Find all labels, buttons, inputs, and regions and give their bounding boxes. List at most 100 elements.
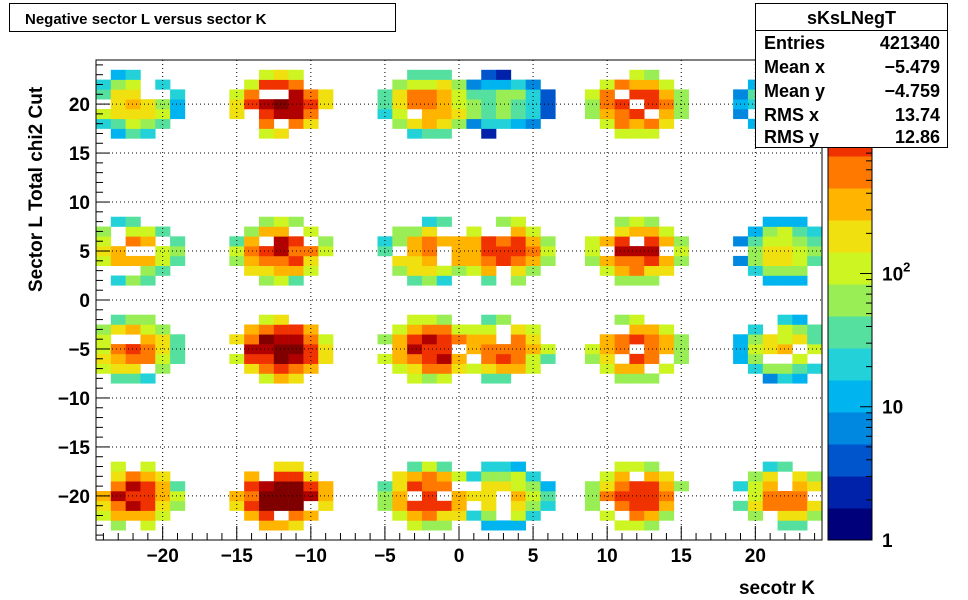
heatmap-cell bbox=[762, 363, 778, 374]
heatmap-cell bbox=[540, 236, 556, 247]
heatmap-cell bbox=[436, 128, 452, 139]
heatmap-cell bbox=[436, 324, 452, 335]
heatmap-cell bbox=[303, 246, 319, 257]
heatmap-cell bbox=[407, 363, 423, 374]
heatmap-cell bbox=[140, 500, 156, 511]
heatmap-cell bbox=[659, 89, 675, 100]
heatmap-cell bbox=[273, 373, 289, 384]
heatmap-cell bbox=[258, 108, 275, 120]
heatmap-cell bbox=[659, 481, 675, 492]
heatmap-cell bbox=[466, 344, 482, 355]
heatmap-cell bbox=[288, 471, 304, 482]
color-scale-segment bbox=[828, 284, 872, 317]
heatmap-cell bbox=[140, 314, 156, 325]
heatmap-cell bbox=[747, 236, 764, 247]
heatmap-cell bbox=[659, 491, 675, 502]
heatmap-cell bbox=[273, 491, 289, 502]
heatmap-cell bbox=[258, 216, 275, 227]
heatmap-cell bbox=[644, 216, 660, 227]
heatmap-cell bbox=[614, 275, 630, 286]
heatmap-cell bbox=[777, 246, 793, 257]
heatmap-cell bbox=[392, 344, 408, 355]
heatmap-cell bbox=[392, 500, 408, 511]
heatmap-cell bbox=[629, 314, 645, 325]
heatmap-cell bbox=[629, 461, 645, 472]
heatmap-cell bbox=[777, 500, 793, 511]
heatmap-cell bbox=[436, 108, 452, 120]
heatmap-cell bbox=[421, 246, 438, 257]
heatmap-cell bbox=[644, 79, 660, 90]
heatmap-cell bbox=[377, 236, 393, 247]
heatmap-cell bbox=[540, 500, 556, 511]
heatmap-cell bbox=[229, 500, 245, 511]
heatmap-cell bbox=[273, 324, 289, 335]
heatmap-cell bbox=[629, 89, 645, 100]
heatmap-cell bbox=[288, 108, 304, 120]
heatmap-cell bbox=[792, 334, 808, 345]
heatmap-cell bbox=[792, 520, 808, 531]
color-scale: 110102103 bbox=[827, 59, 910, 552]
heatmap-cell bbox=[614, 373, 630, 384]
heatmap-cell bbox=[614, 216, 630, 227]
heatmap-cell bbox=[125, 275, 141, 286]
heatmap-cell bbox=[110, 275, 126, 286]
heatmap-cell bbox=[525, 89, 541, 100]
heatmap-cell bbox=[392, 79, 408, 90]
heatmap-cell bbox=[466, 471, 482, 482]
heatmap-cell bbox=[792, 481, 808, 492]
heatmap-cell bbox=[110, 363, 126, 374]
heatmap-cell bbox=[229, 108, 245, 120]
heatmap-cell bbox=[510, 510, 526, 521]
heatmap-cell bbox=[303, 324, 319, 335]
heatmap-cell bbox=[629, 79, 645, 90]
heatmap-cell bbox=[614, 236, 630, 247]
heatmap-cell bbox=[125, 510, 141, 521]
heatmap-cell bbox=[318, 89, 334, 100]
heatmap-cell bbox=[140, 461, 156, 472]
heatmap-cell bbox=[510, 461, 526, 472]
heatmap-cell bbox=[125, 314, 141, 325]
heatmap-cell bbox=[392, 118, 408, 129]
heatmap-cell bbox=[510, 99, 526, 110]
heatmap-cell bbox=[510, 353, 526, 364]
heatmap-cell bbox=[244, 265, 260, 276]
heatmap-cell bbox=[303, 118, 319, 129]
heatmap-cell bbox=[155, 353, 171, 364]
heatmap-cell bbox=[747, 324, 764, 335]
heatmap-cell bbox=[792, 363, 808, 374]
heatmap-cell bbox=[466, 363, 482, 374]
heatmap-cell bbox=[629, 275, 645, 286]
heatmap-cell bbox=[481, 314, 497, 325]
heatmap-cell bbox=[170, 99, 186, 110]
heatmap-cell bbox=[377, 108, 393, 120]
heatmap-cell bbox=[510, 89, 526, 100]
heatmap-cell bbox=[614, 108, 630, 120]
stats-value: −5.479 bbox=[884, 57, 940, 77]
heatmap-cell bbox=[629, 481, 645, 492]
color-scale-segment bbox=[828, 508, 872, 541]
heatmap-cell bbox=[496, 353, 512, 364]
heatmap-cell bbox=[525, 510, 541, 521]
heatmap-cell bbox=[614, 79, 630, 90]
heatmap-cell bbox=[303, 353, 319, 364]
heatmap-cell bbox=[466, 265, 482, 276]
heatmap-cell bbox=[673, 89, 689, 100]
heatmap-cell bbox=[807, 334, 823, 345]
heatmap-cell bbox=[244, 334, 260, 345]
heatmap-cell bbox=[273, 275, 289, 286]
x-tick-label: 10 bbox=[597, 546, 618, 567]
heatmap-cell bbox=[777, 226, 793, 237]
heatmap-cell bbox=[258, 275, 275, 286]
heatmap-cell bbox=[155, 334, 171, 345]
heatmap-cell bbox=[96, 353, 112, 364]
heatmap-cell bbox=[481, 510, 497, 521]
heatmap-cell bbox=[629, 324, 645, 335]
stats-label: Mean x bbox=[764, 57, 826, 77]
y-tick-label: 15 bbox=[69, 144, 91, 165]
heatmap-cell bbox=[258, 344, 275, 355]
heatmap-cell bbox=[599, 265, 615, 276]
heatmap-cell bbox=[288, 353, 304, 364]
heatmap-cell bbox=[614, 99, 630, 110]
heatmap-cell bbox=[110, 510, 126, 521]
heatmap-cell bbox=[96, 363, 112, 374]
